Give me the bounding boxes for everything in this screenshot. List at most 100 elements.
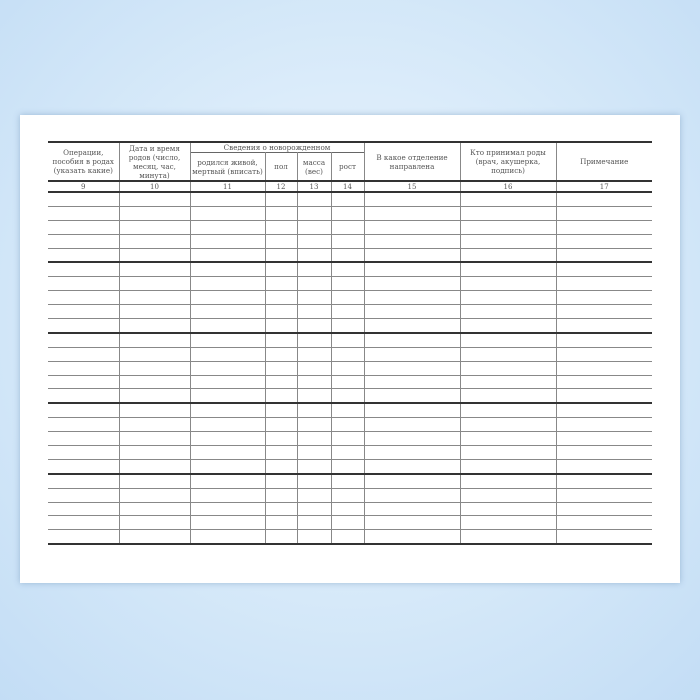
empty-cell [264,361,298,376]
empty-cell [48,290,120,306]
empty-cell [118,276,191,292]
empty-cell [189,332,266,348]
empty-cell [555,375,653,390]
empty-cell [330,375,365,390]
table-row [48,388,653,405]
empty-cell [363,529,461,546]
empty-cell [459,361,557,376]
header-department: В какое отделение направлена [363,141,461,181]
empty-cell [189,304,266,320]
empty-cell [555,488,653,503]
empty-cell [330,488,365,503]
empty-cell [264,220,298,235]
empty-cell [296,206,332,221]
empty-cell [48,417,120,433]
empty-cell [459,502,557,517]
empty-cell [189,502,266,517]
empty-cell [118,206,191,221]
table-row [48,332,653,348]
empty-cell [189,375,266,390]
empty-cell [459,290,557,306]
empty-cell [330,206,365,221]
table-row [48,206,653,221]
empty-cell [118,375,191,390]
empty-cell [459,248,557,264]
empty-cell [555,290,653,306]
empty-cell [118,502,191,517]
empty-cell [264,515,298,531]
empty-cell [296,431,332,447]
empty-cell [264,388,298,405]
column-number: 15 [363,180,461,193]
empty-cell [459,375,557,390]
column-number: 11 [189,180,266,193]
empty-cell [189,234,266,249]
empty-cell [555,276,653,292]
empty-cell [189,262,266,278]
empty-cell [330,459,365,475]
column-number: 17 [555,180,653,193]
empty-cell [48,304,120,320]
table-row [48,445,653,460]
empty-cell [264,234,298,249]
table-row [48,318,653,334]
empty-cell [330,529,365,546]
empty-cell [330,388,365,405]
table-row [48,488,653,503]
empty-cell [330,347,365,362]
empty-cell [48,388,120,405]
table-row [48,417,653,433]
empty-cell [264,276,298,292]
empty-cell [264,417,298,433]
empty-cell [296,375,332,390]
empty-cell [189,248,266,264]
empty-cell [264,192,298,207]
empty-cell [48,375,120,390]
empty-cell [555,388,653,405]
column-number: 9 [48,180,120,193]
empty-cell [459,403,557,419]
empty-cell [118,318,191,334]
empty-cell [48,459,120,475]
empty-cell [330,403,365,419]
empty-cell [118,262,191,278]
table-row [48,347,653,362]
empty-cell [189,361,266,376]
table-row [48,459,653,475]
empty-cell [363,262,461,278]
empty-cell [296,220,332,235]
empty-cell [48,473,120,489]
empty-cell [363,488,461,503]
empty-cell [555,445,653,460]
empty-cell [459,473,557,489]
empty-cell [189,417,266,433]
empty-cell [459,276,557,292]
empty-cell [118,488,191,503]
empty-cell [189,220,266,235]
empty-cell [48,192,120,207]
empty-cell [296,347,332,362]
empty-cell [330,417,365,433]
empty-cell [555,192,653,207]
empty-cell [189,347,266,362]
empty-cell [363,248,461,264]
empty-cell [264,318,298,334]
table-row [48,431,653,447]
empty-cell [118,192,191,207]
table-row [48,290,653,306]
empty-cell [189,473,266,489]
column-number: 10 [118,180,191,193]
empty-cell [459,417,557,433]
empty-cell [189,276,266,292]
empty-cell [296,304,332,320]
empty-cell [459,515,557,531]
empty-cell [363,276,461,292]
empty-cell [48,318,120,334]
empty-cell [363,361,461,376]
empty-cell [296,234,332,249]
empty-cell [555,417,653,433]
table-row [48,234,653,249]
header-birth-datetime: Дата и время родов (число, месяц, час, м… [118,141,191,181]
empty-cell [330,502,365,517]
empty-cell [264,403,298,419]
